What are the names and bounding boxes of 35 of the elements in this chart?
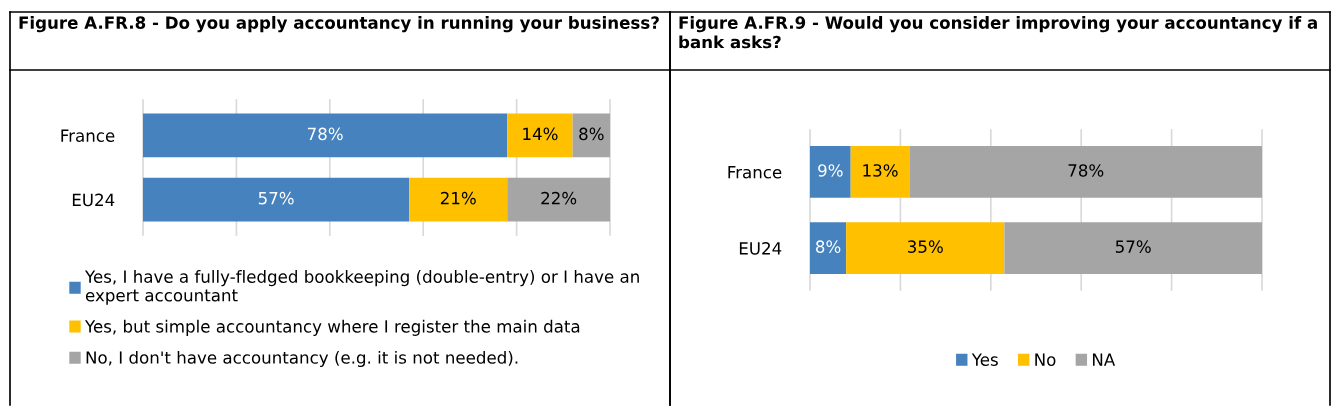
bar bbox=[850, 146, 910, 198]
legend-label: Yes, I have a fully-fledged bookkeeping (double-entry) or I have an expert accountant bbox=[84, 270, 639, 305]
data-label: 22% bbox=[541, 191, 577, 205]
data-label: 35% bbox=[908, 240, 943, 253]
data-label: 57% bbox=[258, 191, 294, 205]
legend-label: Yes bbox=[971, 353, 998, 366]
y-tick-label: EU24 bbox=[72, 193, 115, 207]
bar bbox=[507, 113, 573, 158]
bar bbox=[143, 177, 410, 222]
y-tick-label: France bbox=[61, 129, 115, 142]
bar bbox=[810, 146, 851, 198]
data-label: 14% bbox=[523, 127, 558, 141]
data-label: 9% bbox=[818, 164, 843, 177]
data-label: 78% bbox=[307, 127, 343, 141]
data-label: 13% bbox=[863, 164, 898, 177]
legend-label: No bbox=[1035, 353, 1056, 366]
chart-title: Figure A.FR.9 - Would you consider improving your accountancy if a bank asks? bbox=[679, 16, 1317, 49]
legend-label: No, I don't have accountancy (e.g. it is not needed). bbox=[86, 350, 518, 368]
chart-title: Figure A.FR.8 - Do you apply accountancy in running your business? bbox=[19, 16, 659, 33]
bar bbox=[572, 113, 610, 158]
bar bbox=[846, 222, 1005, 274]
bar bbox=[1004, 222, 1262, 274]
bar bbox=[909, 146, 1262, 198]
legend-label: Yes, but simple accountancy where I register the main data bbox=[84, 319, 580, 336]
legend-label: NA bbox=[1092, 353, 1116, 366]
data-label: 57% bbox=[1115, 240, 1151, 253]
bar bbox=[810, 222, 847, 274]
data-label: 21% bbox=[440, 191, 476, 205]
data-label: 8% bbox=[579, 127, 604, 141]
y-tick-label: EU24 bbox=[739, 242, 782, 255]
y-tick-label: France bbox=[728, 166, 782, 179]
data-label: 78% bbox=[1068, 164, 1104, 177]
data-label: 8% bbox=[815, 240, 841, 253]
bar bbox=[409, 177, 508, 222]
bar bbox=[507, 177, 610, 222]
